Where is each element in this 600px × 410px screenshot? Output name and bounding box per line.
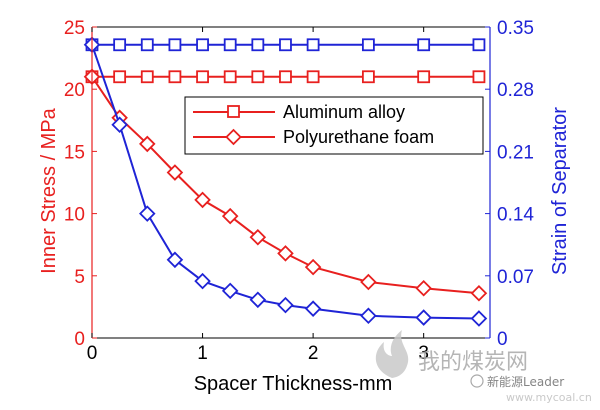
data-point-square [417, 38, 431, 52]
data-point-square [417, 70, 431, 84]
watermark-logo-text: 我的煤炭网 [418, 350, 528, 375]
data-point-square [279, 70, 292, 84]
x-tick-label: 1 [197, 343, 208, 364]
data-point-square [306, 70, 320, 84]
data-point-square [279, 38, 292, 52]
data-point-square [251, 38, 265, 52]
right-y-tick-label: 0.35 [497, 18, 534, 39]
right-y-axis-label: Strain of Separator [549, 107, 571, 275]
watermark-credit-text: 新能源Leader [487, 374, 564, 389]
x-tick-label: 2 [308, 343, 319, 364]
data-point-diamond [277, 245, 294, 262]
data-point-diamond [304, 300, 322, 317]
right-y-tick-label: 0.28 [497, 80, 534, 101]
legend-label-polyurethane-foam: Polyurethane foam [283, 127, 434, 147]
data-point-diamond [139, 205, 156, 222]
data-point-square [196, 38, 209, 52]
flame-logo-icon [375, 330, 409, 378]
data-point-diamond [111, 116, 128, 134]
data-point-diamond [304, 258, 322, 276]
legend-diamond-marker [225, 128, 242, 146]
data-point-diamond [415, 309, 432, 326]
data-point-diamond [249, 228, 267, 246]
data-point-diamond [470, 310, 488, 327]
series-1 [83, 68, 488, 302]
plot-area [83, 36, 488, 327]
series-line [91, 76, 479, 295]
series-line [91, 44, 479, 320]
data-point-square [251, 70, 265, 84]
left-y-tick-label: 0 [74, 329, 85, 350]
data-point-diamond [360, 273, 377, 291]
x-tick-label: 3 [418, 343, 429, 364]
x-axis-label: Spacer Thickness-mm [194, 373, 393, 395]
data-point-square [361, 38, 375, 52]
data-point-diamond [194, 191, 211, 209]
data-point-diamond [360, 307, 377, 325]
legend-entry-aluminum-alloy: Aluminum alloy [193, 102, 405, 122]
legend-entry-polyurethane-foam: Polyurethane foam [193, 127, 434, 147]
left-y-tick-label: 20 [64, 80, 85, 101]
left-y-tick-label: 10 [64, 205, 85, 226]
series-2 [85, 38, 486, 52]
data-point-diamond [194, 272, 211, 290]
data-point-diamond [277, 296, 294, 314]
left-y-tick-label: 15 [64, 142, 85, 163]
right-y-tick-label: 0.21 [497, 142, 534, 163]
left-y-axis-label: Inner Stress / MPa [38, 107, 60, 273]
data-point-square [113, 38, 127, 52]
right-y-tick-label: 0 [497, 329, 508, 350]
legend-square-marker [227, 105, 240, 118]
data-point-diamond [166, 164, 184, 181]
data-point-square [361, 70, 375, 84]
data-point-square [140, 38, 154, 52]
data-point-square [472, 70, 486, 84]
series-0 [85, 70, 486, 84]
data-point-diamond [221, 207, 239, 225]
axes: 0 1 2 3 0 5 10 15 20 25 0 0.07 0.14 0.21 0.28 0.35 [64, 18, 535, 364]
watermark-url-text: www.mycoal.cn [506, 391, 592, 404]
data-point-square [168, 70, 182, 84]
x-tick-label: 0 [87, 343, 98, 364]
legend-label-aluminum-alloy: Aluminum alloy [283, 102, 405, 122]
data-point-square [472, 38, 486, 52]
wechat-icon [470, 374, 484, 388]
data-point-square [306, 38, 320, 52]
data-point-diamond [470, 284, 488, 302]
data-point-square [196, 70, 209, 84]
left-y-tick-label: 25 [64, 18, 85, 39]
data-point-square [113, 70, 127, 84]
data-point-diamond [221, 282, 239, 300]
right-y-tick-label: 0.14 [497, 205, 534, 226]
data-point-diamond [166, 251, 184, 269]
data-point-square [223, 70, 237, 84]
left-y-tick-label: 5 [74, 267, 85, 288]
data-point-diamond [415, 279, 432, 297]
right-y-tick-label: 0.07 [497, 267, 534, 288]
data-point-diamond [139, 135, 156, 153]
legend: Aluminum alloy Polyurethane foam [184, 96, 484, 155]
data-point-square [223, 38, 237, 52]
data-point-diamond [249, 291, 267, 309]
data-point-square [140, 70, 154, 84]
data-point-square [168, 38, 182, 52]
watermark: 我的煤炭网 新能源Leader www.mycoal.cn [375, 330, 592, 404]
